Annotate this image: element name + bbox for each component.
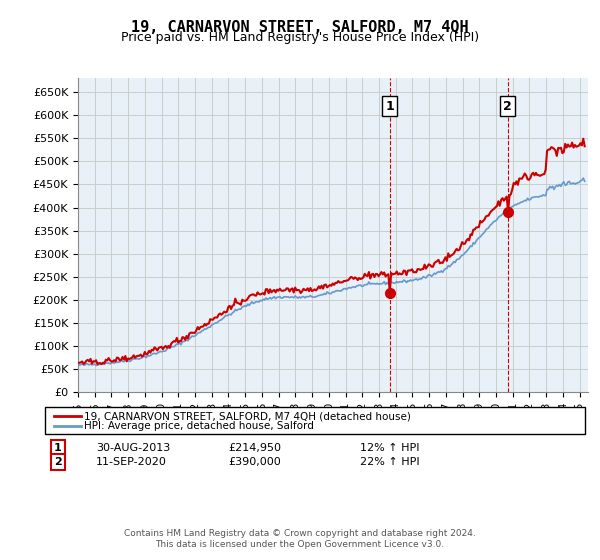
Text: Price paid vs. HM Land Registry's House Price Index (HPI): Price paid vs. HM Land Registry's House … [121, 31, 479, 44]
Text: 1: 1 [54, 443, 62, 453]
Text: 19, CARNARVON STREET, SALFORD, M7 4QH: 19, CARNARVON STREET, SALFORD, M7 4QH [131, 20, 469, 35]
Text: 22% ↑ HPI: 22% ↑ HPI [360, 457, 419, 467]
Text: 2: 2 [54, 457, 62, 467]
Text: HPI: Average price, detached house, Salford: HPI: Average price, detached house, Salf… [84, 421, 314, 431]
Text: Contains HM Land Registry data © Crown copyright and database right 2024.
This d: Contains HM Land Registry data © Crown c… [124, 529, 476, 549]
Text: HPI: Average price, detached house, Salford: HPI: Average price, detached house, Salf… [84, 422, 314, 432]
Text: 11-SEP-2020: 11-SEP-2020 [96, 457, 167, 467]
Text: 19, CARNARVON STREET, SALFORD, M7 4QH (detached house): 19, CARNARVON STREET, SALFORD, M7 4QH (d… [84, 411, 411, 421]
Text: 19, CARNARVON STREET, SALFORD, M7 4QH (detached house): 19, CARNARVON STREET, SALFORD, M7 4QH (d… [84, 411, 411, 421]
Text: 12% ↑ HPI: 12% ↑ HPI [360, 443, 419, 453]
Text: 1: 1 [385, 100, 394, 113]
Text: 30-AUG-2013: 30-AUG-2013 [96, 443, 170, 453]
Text: £390,000: £390,000 [228, 457, 281, 467]
Text: £214,950: £214,950 [228, 443, 281, 453]
Text: 2: 2 [503, 100, 512, 113]
